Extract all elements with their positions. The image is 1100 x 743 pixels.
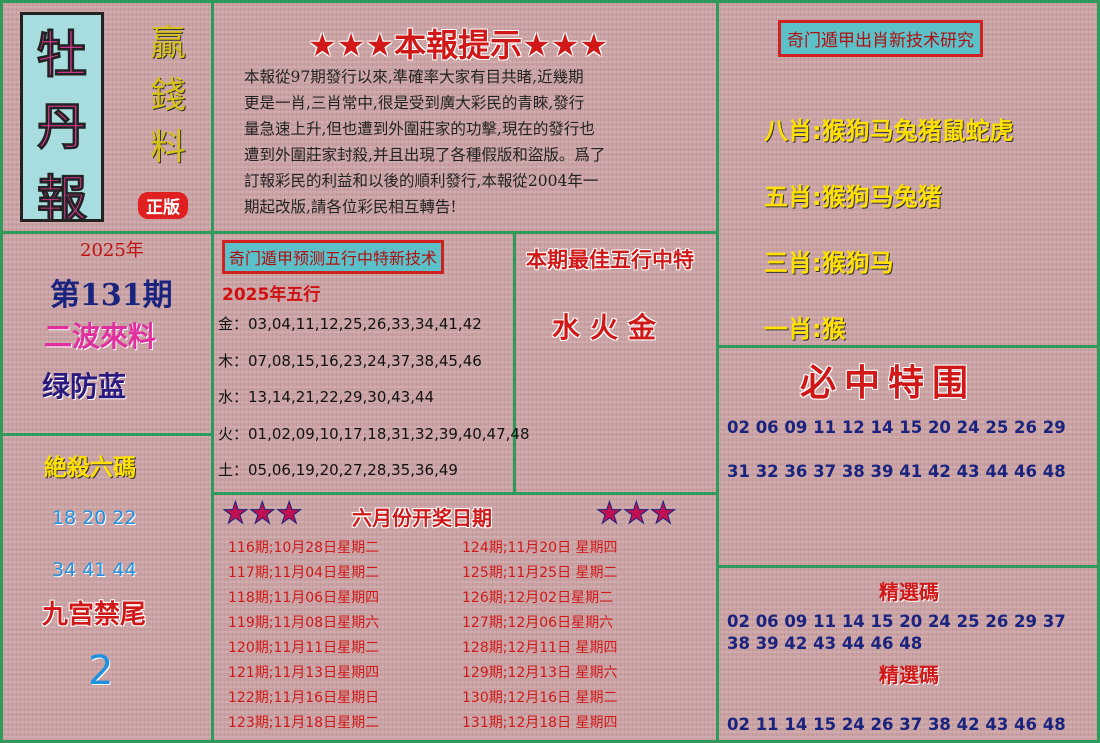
wuxing-title: 奇门遁甲预测五行中特新技术 (222, 240, 445, 274)
wuxing-row: 金：03,04,11,12,25,26,33,34,41,42 (218, 315, 482, 333)
notice-line: 訂報彩民的利益和以後的順利發行,本報從2004年一 (244, 172, 599, 190)
notice-line: 量急速上升,但也遭到外圍莊家的功擊,現在的發行也 (244, 120, 595, 138)
special-line: 02 06 09 11 12 14 15 20 24 25 26 29 (727, 418, 1066, 437)
special-line: 31 32 36 37 38 39 41 42 43 44 46 48 (727, 462, 1066, 481)
zodiac-title: 奇门遁甲出肖新技术研究 (778, 20, 983, 57)
notice-line: 期起改版,請各位彩民相互轉告! (244, 198, 457, 216)
notice-line: 遭到外圍莊家封殺,并且出現了各種假版和盜版。爲了 (244, 146, 606, 164)
zodiac-list: 八肖:猴狗马兔猪鼠蛇虎 五肖:猴狗马兔猪 三肖:猴狗马 一肖:猴 (764, 98, 1014, 362)
schedule-row: 126期;12月02日星期二 (462, 590, 614, 606)
schedule-row: 127期;12月06日星期六 (462, 615, 614, 631)
logo-char: 丹 (37, 98, 88, 157)
schedule-row: 121期;11月13日星期四 (228, 665, 380, 681)
notice-title: ★★★本報提示★★★ (308, 26, 609, 64)
zodiac-item: 五肖:猴狗马兔猪 (764, 183, 942, 211)
year: 2025年 (80, 240, 144, 261)
wuxing-row: 火：01,02,09,10,17,18,31,32,39,40,47,48 (218, 424, 530, 443)
slogan: 贏錢料 (150, 18, 186, 174)
zodiac-item: 八肖:猴狗马兔猪鼠蛇虎 (764, 117, 1014, 145)
selected-line: 02 11 14 15 24 26 37 38 42 43 46 48 (727, 715, 1066, 734)
issue-number: 第131期 (50, 278, 173, 313)
schedule-left: 116期;10月28日星期二 117期;11月04日星期二 118期;11月06日星… (228, 536, 379, 736)
wave: 二波來料 (44, 320, 157, 353)
selected-title: 精選碼 (879, 663, 939, 687)
stars-left: ★★★ (222, 496, 304, 532)
schedule-row: 130期;12月16日 星期二 (462, 690, 618, 706)
special-numbers: 02 06 09 11 12 14 15 20 24 25 26 29 31 32… (727, 406, 1066, 494)
wuxing-row: 木：07,08,15,16,23,24,37,38,45,46 (218, 351, 482, 370)
badge: 正版 (138, 192, 188, 219)
zodiac-item: 三肖:猴狗马 (764, 249, 894, 277)
schedule-row: 123期;11月18日星期二 (228, 715, 380, 731)
tail-title: 九宫禁尾 (42, 600, 147, 630)
notice-text: 本報從97期發行以來,準確率大家有目共睹,近幾期 更是一肖,三肖常中,很是受到廣大… (244, 64, 605, 220)
wuxing-rows: 金：03,04,11,12,25,26,33,34,41,42 木：07,08,1… (218, 306, 530, 489)
schedule-row: 119期;11月08日星期六 (228, 615, 380, 631)
schedule-row: 131期;12月18日 星期四 (462, 715, 618, 731)
schedule-row: 118期;11月06日星期四 (228, 590, 380, 606)
slogan-char: 贏 (150, 23, 187, 64)
special-title: 必中特围 (800, 363, 977, 404)
color-tip: 绿防蓝 (42, 370, 127, 403)
logo-char: 牡 (37, 26, 88, 85)
schedule-title: 六月份开奖日期 (352, 506, 492, 530)
best-title: 本期最佳五行中特 (526, 248, 694, 272)
schedule-row: 128期;12月11日 星期四 (462, 640, 618, 656)
best-value: 水火金 (552, 311, 667, 344)
schedule-row: 122期;11月16日星期日 (228, 690, 380, 706)
kill-line: 34 41 44 (52, 559, 137, 581)
slogan-char: 錢 (150, 75, 187, 116)
logo-char: 報 (37, 170, 88, 229)
schedule-row: 125期;11月25日 星期二 (462, 565, 618, 581)
schedule-row: 129期;12月13日 星期六 (462, 665, 618, 681)
schedule-row: 124期;11月20日 星期四 (462, 540, 618, 556)
selected-codes: 精選碼 02 06 09 11 14 15 20 24 25 26 29 37 38… (727, 574, 1091, 736)
slogan-char: 料 (150, 127, 187, 168)
kill-numbers: 18 20 22 34 41 44 (52, 492, 137, 596)
zodiac-item: 一肖:猴 (764, 315, 846, 343)
selected-line: 38 39 42 43 44 46 48 (727, 634, 923, 653)
schedule-right: 124期;11月20日 星期四 125期;11月25日 星期二 126期;12月02… (462, 536, 618, 736)
wuxing-row: 水：13,14,21,22,29,30,43,44 (218, 388, 435, 406)
kill-line: 18 20 22 (52, 507, 137, 529)
schedule-row: 120期;11月11日星期二 (228, 640, 380, 656)
wuxing-row: 土：05,06,19,20,27,28,35,36,49 (218, 461, 458, 479)
selected-title: 精選碼 (879, 580, 939, 604)
kill-title: 絶殺六碼 (44, 455, 136, 481)
schedule-row: 117期;11月04日星期二 (228, 565, 380, 581)
selected-panel (716, 565, 1100, 743)
wuxing-subtitle: 2025年五行 (222, 285, 321, 305)
notice-line: 本報從97期發行以來,準確率大家有目共睹,近幾期 (244, 68, 584, 86)
schedule-row: 116期;10月28日星期二 (228, 540, 380, 556)
tail-value: 2 (88, 648, 114, 694)
logo-title: 牡丹報 (20, 12, 104, 229)
selected-line: 02 06 09 11 14 15 20 24 25 26 29 37 (727, 612, 1066, 631)
stars-right: ★★★ (596, 496, 678, 532)
notice-line: 更是一肖,三肖常中,很是受到廣大彩民的青睞,發行 (244, 94, 585, 112)
